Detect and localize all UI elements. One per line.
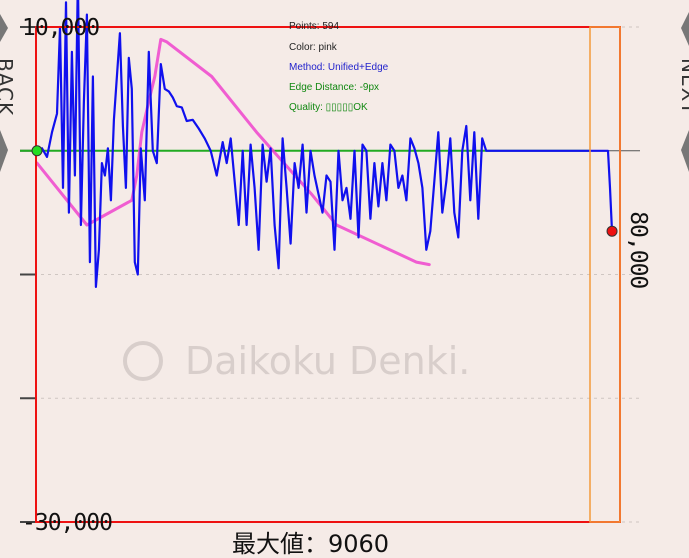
start-marker	[31, 145, 43, 157]
markers	[31, 145, 618, 237]
watermark-text: Daikoku Denki.	[185, 339, 470, 383]
overlay-method: Method: Unified+Edge	[289, 62, 389, 73]
max-value-caption: 最大値：9060	[232, 530, 389, 558]
series-layer	[35, 0, 614, 288]
right-side-value-label: 80,000	[625, 211, 651, 288]
back-label: BACK	[0, 58, 17, 116]
next-label: NEXT	[677, 58, 689, 115]
y-tick-labels: 10,000 -30,000	[22, 15, 113, 536]
overlay-points: Points: 594	[289, 21, 339, 32]
next-button[interactable]: NEXT	[677, 12, 689, 172]
overlay-quality: Quality: ▯▯▯▯▯OK	[289, 102, 368, 113]
watermark: Daikoku Denki.	[123, 339, 470, 383]
overlay-info: Points: 594 Color: pink Method: Unified+…	[289, 21, 389, 113]
y-tick-label-1: -30,000	[22, 510, 112, 536]
blue-series-line	[35, 0, 614, 288]
end-marker	[606, 225, 618, 237]
back-button[interactable]: BACK	[0, 14, 17, 172]
overlay-color: Color: pink	[289, 42, 338, 53]
y-ticks	[20, 26, 36, 523]
right-margin-frame	[589, 26, 621, 523]
overlay-edge: Edge Distance: -9px	[289, 82, 379, 93]
y-tick-label-0: 10,000	[22, 15, 99, 41]
